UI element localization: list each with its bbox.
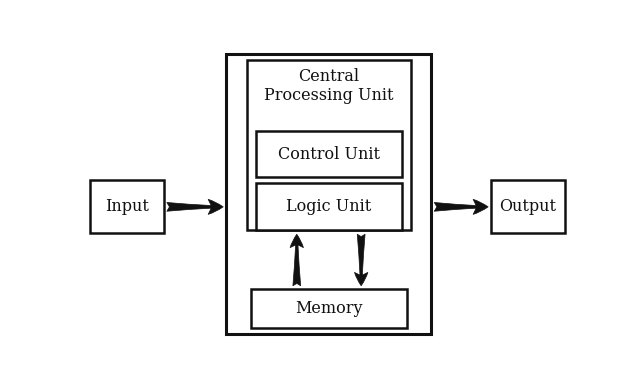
Text: Logic Unit: Logic Unit	[286, 199, 372, 215]
Bar	[256, 131, 402, 177]
Text: Memory: Memory	[295, 300, 363, 317]
Bar	[247, 60, 411, 230]
Bar	[89, 181, 164, 233]
Bar	[250, 289, 406, 328]
Bar	[256, 183, 402, 230]
Text: Central
Processing Unit: Central Processing Unit	[264, 67, 394, 104]
Text: Control Unit: Control Unit	[278, 145, 380, 163]
Text: Input: Input	[105, 199, 149, 215]
Text: Output: Output	[500, 199, 557, 215]
Bar	[491, 181, 566, 233]
Bar	[226, 54, 431, 333]
